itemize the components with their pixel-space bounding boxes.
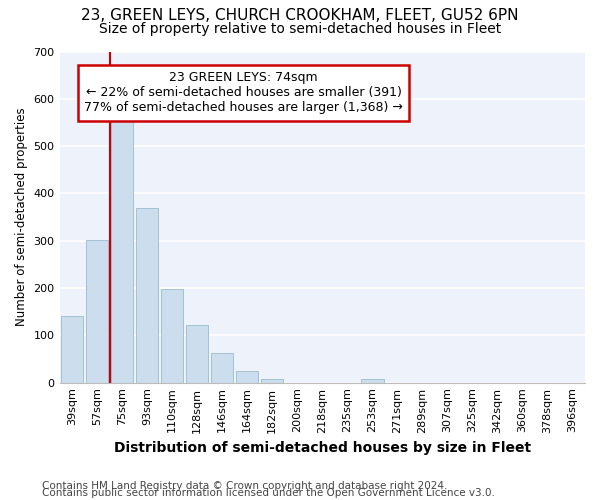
- Y-axis label: Number of semi-detached properties: Number of semi-detached properties: [15, 108, 28, 326]
- Bar: [186, 325, 208, 382]
- Bar: [261, 379, 283, 382]
- Text: Contains public sector information licensed under the Open Government Licence v3: Contains public sector information licen…: [42, 488, 495, 498]
- Bar: [86, 240, 109, 382]
- Text: Size of property relative to semi-detached houses in Fleet: Size of property relative to semi-detach…: [99, 22, 501, 36]
- Bar: [161, 289, 184, 382]
- Bar: [211, 354, 233, 382]
- Text: Contains HM Land Registry data © Crown copyright and database right 2024.: Contains HM Land Registry data © Crown c…: [42, 481, 448, 491]
- Bar: [61, 316, 83, 382]
- Text: 23, GREEN LEYS, CHURCH CROOKHAM, FLEET, GU52 6PN: 23, GREEN LEYS, CHURCH CROOKHAM, FLEET, …: [81, 8, 519, 22]
- Text: 23 GREEN LEYS: 74sqm
← 22% of semi-detached houses are smaller (391)
77% of semi: 23 GREEN LEYS: 74sqm ← 22% of semi-detac…: [84, 72, 403, 114]
- Bar: [136, 208, 158, 382]
- Bar: [236, 371, 259, 382]
- X-axis label: Distribution of semi-detached houses by size in Fleet: Distribution of semi-detached houses by …: [114, 441, 531, 455]
- Bar: [361, 379, 383, 382]
- Bar: [111, 119, 133, 382]
